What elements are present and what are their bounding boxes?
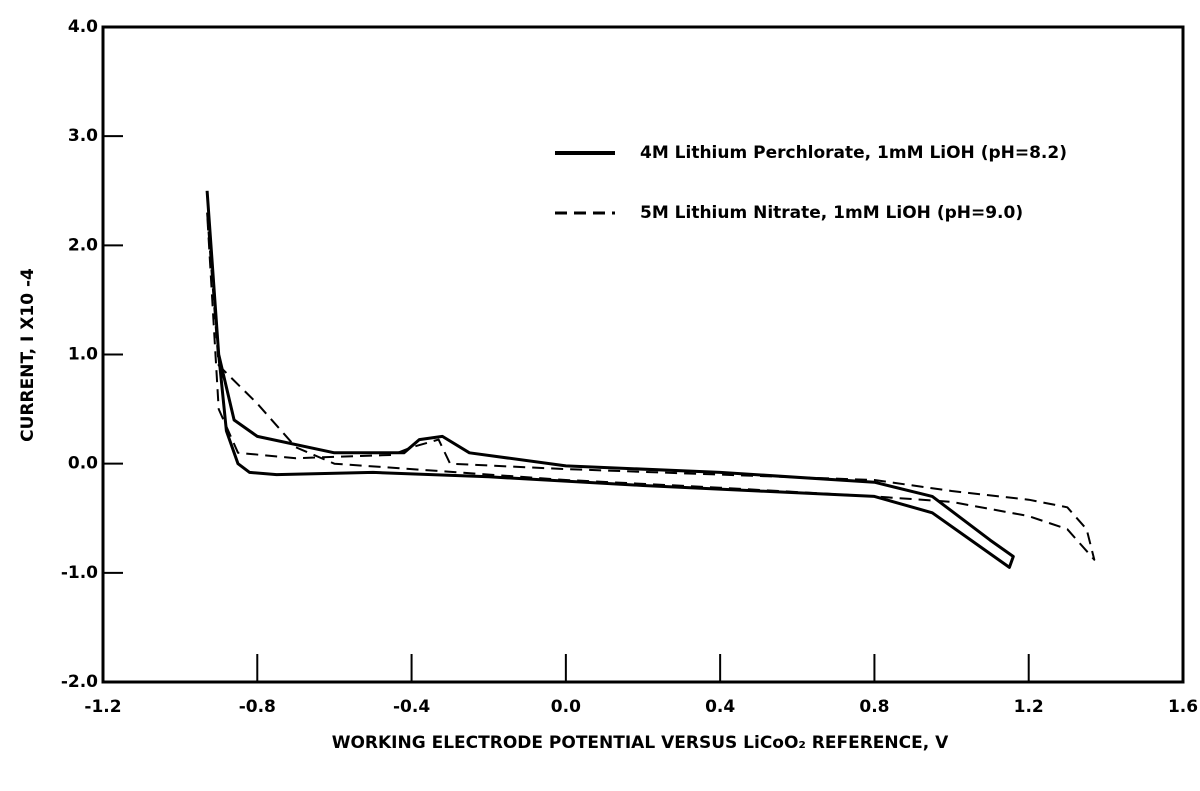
x-tick-label: 0.0 xyxy=(551,697,581,717)
x-tick-label: -0.4 xyxy=(393,697,430,717)
plot-frame xyxy=(101,25,1185,684)
y-axis-label: CURRENT, I X10 -4 xyxy=(18,268,38,442)
y-tick-label: -2.0 xyxy=(61,672,98,692)
y-tick-label: -1.0 xyxy=(61,563,98,583)
x-tick-label: -1.2 xyxy=(84,697,121,717)
legend-label: 4M Lithium Perchlorate, 1mM LiOH (pH=8.2… xyxy=(640,143,1067,163)
x-tick-label: 0.4 xyxy=(705,697,735,717)
y-tick-label: 1.0 xyxy=(68,345,98,365)
y-tick-label: 2.0 xyxy=(68,235,98,255)
x-tick-label: 0.8 xyxy=(859,697,889,717)
series-line xyxy=(205,190,1015,569)
x-axis-label: WORKING ELECTRODE POTENTIAL VERSUS LiCoO… xyxy=(332,733,949,753)
x-tick-label: -0.8 xyxy=(239,697,276,717)
x-tick-label: 1.6 xyxy=(1168,697,1198,717)
y-tick-label: 4.0 xyxy=(68,17,98,37)
y-tick-label: 0.0 xyxy=(68,454,98,474)
series-line xyxy=(206,212,1096,561)
x-tick-label: 1.2 xyxy=(1014,697,1044,717)
legend-label: 5M Lithium Nitrate, 1mM LiOH (pH=9.0) xyxy=(640,203,1023,223)
y-tick-label: 3.0 xyxy=(68,126,98,146)
